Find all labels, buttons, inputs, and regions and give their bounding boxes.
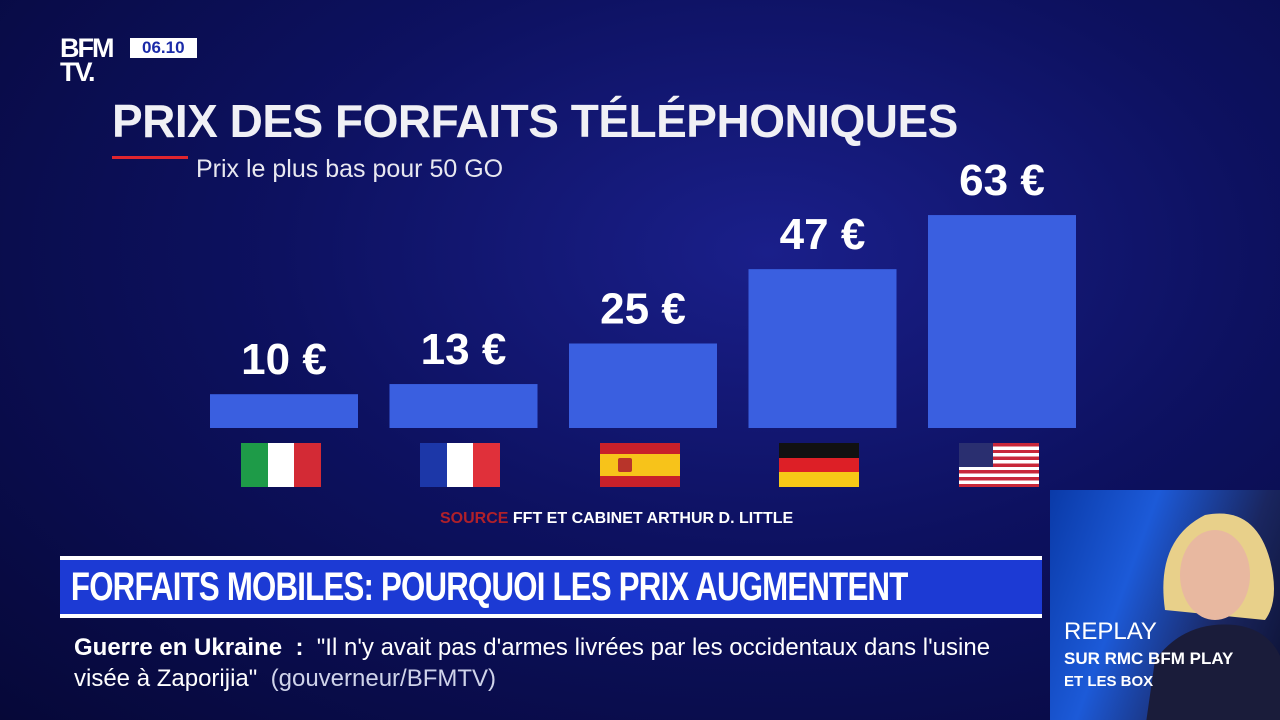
headline-banner: FORFAITS MOBILES: POURQUOI LES PRIX AUGM… bbox=[60, 556, 1042, 618]
data-label: 63 € bbox=[959, 156, 1045, 205]
ticker-attribution: (gouverneur/BFMTV) bbox=[270, 665, 497, 692]
flag-italy bbox=[241, 443, 322, 487]
bfmtv-logo: BFM TV. bbox=[60, 33, 115, 87]
promo-line2: SUR RMC BFM PLAY bbox=[1064, 649, 1234, 668]
bar-Allemagne bbox=[748, 269, 897, 428]
data-label: 10 € bbox=[241, 335, 327, 384]
replay-promo[interactable]: REPLAY SUR RMC BFM PLAY ET LES BOX bbox=[1050, 490, 1280, 720]
source-text: FFT ET CABINET ARTHUR D. LITTLE bbox=[512, 510, 794, 527]
ticker-topic: Guerre en Ukraine bbox=[74, 634, 283, 661]
ticker-separator: : bbox=[295, 634, 304, 661]
promo-line3: ET LES BOX bbox=[1064, 673, 1154, 690]
chart-title: PRIX DES FORFAITS TÉLÉPHONIQUES bbox=[112, 95, 958, 147]
flag-france bbox=[420, 443, 501, 487]
ticker-quote: "Il n'y avait pas d'armes livrées par le… bbox=[74, 634, 991, 692]
chart-source: SOURCE FFT ET CABINET ARTHUR D. LITTLE bbox=[440, 510, 793, 528]
bar-Italie bbox=[210, 394, 358, 428]
bar-États-Unis bbox=[928, 215, 1076, 428]
data-label: 25 € bbox=[600, 285, 686, 334]
bar-Espagne bbox=[569, 343, 717, 428]
person-photo bbox=[1146, 513, 1280, 720]
chart-subtitle: Prix le plus bas pour 50 GO bbox=[196, 155, 504, 183]
data-label: 47 € bbox=[780, 210, 866, 259]
bar-chart: 10 € 13 € 25 € 47 € 63 € bbox=[210, 156, 1076, 428]
flag-spain bbox=[600, 443, 680, 487]
title-accent-line bbox=[112, 156, 188, 159]
flag-germany bbox=[779, 443, 859, 488]
source-label: SOURCE bbox=[440, 510, 509, 527]
bar-France bbox=[389, 384, 538, 428]
flag-usa bbox=[959, 443, 1039, 487]
headline-text: FORFAITS MOBILES: POURQUOI LES PRIX AUGM… bbox=[70, 565, 908, 609]
headline-bar: FORFAITS MOBILES: POURQUOI LES PRIX AUGM… bbox=[60, 560, 1042, 614]
promo-line1: REPLAY bbox=[1064, 618, 1157, 645]
data-label: 13 € bbox=[421, 325, 507, 374]
clock: 06.10 bbox=[130, 38, 197, 58]
news-ticker: Guerre en Ukraine : "Il n'y avait pas d'… bbox=[74, 632, 1034, 694]
